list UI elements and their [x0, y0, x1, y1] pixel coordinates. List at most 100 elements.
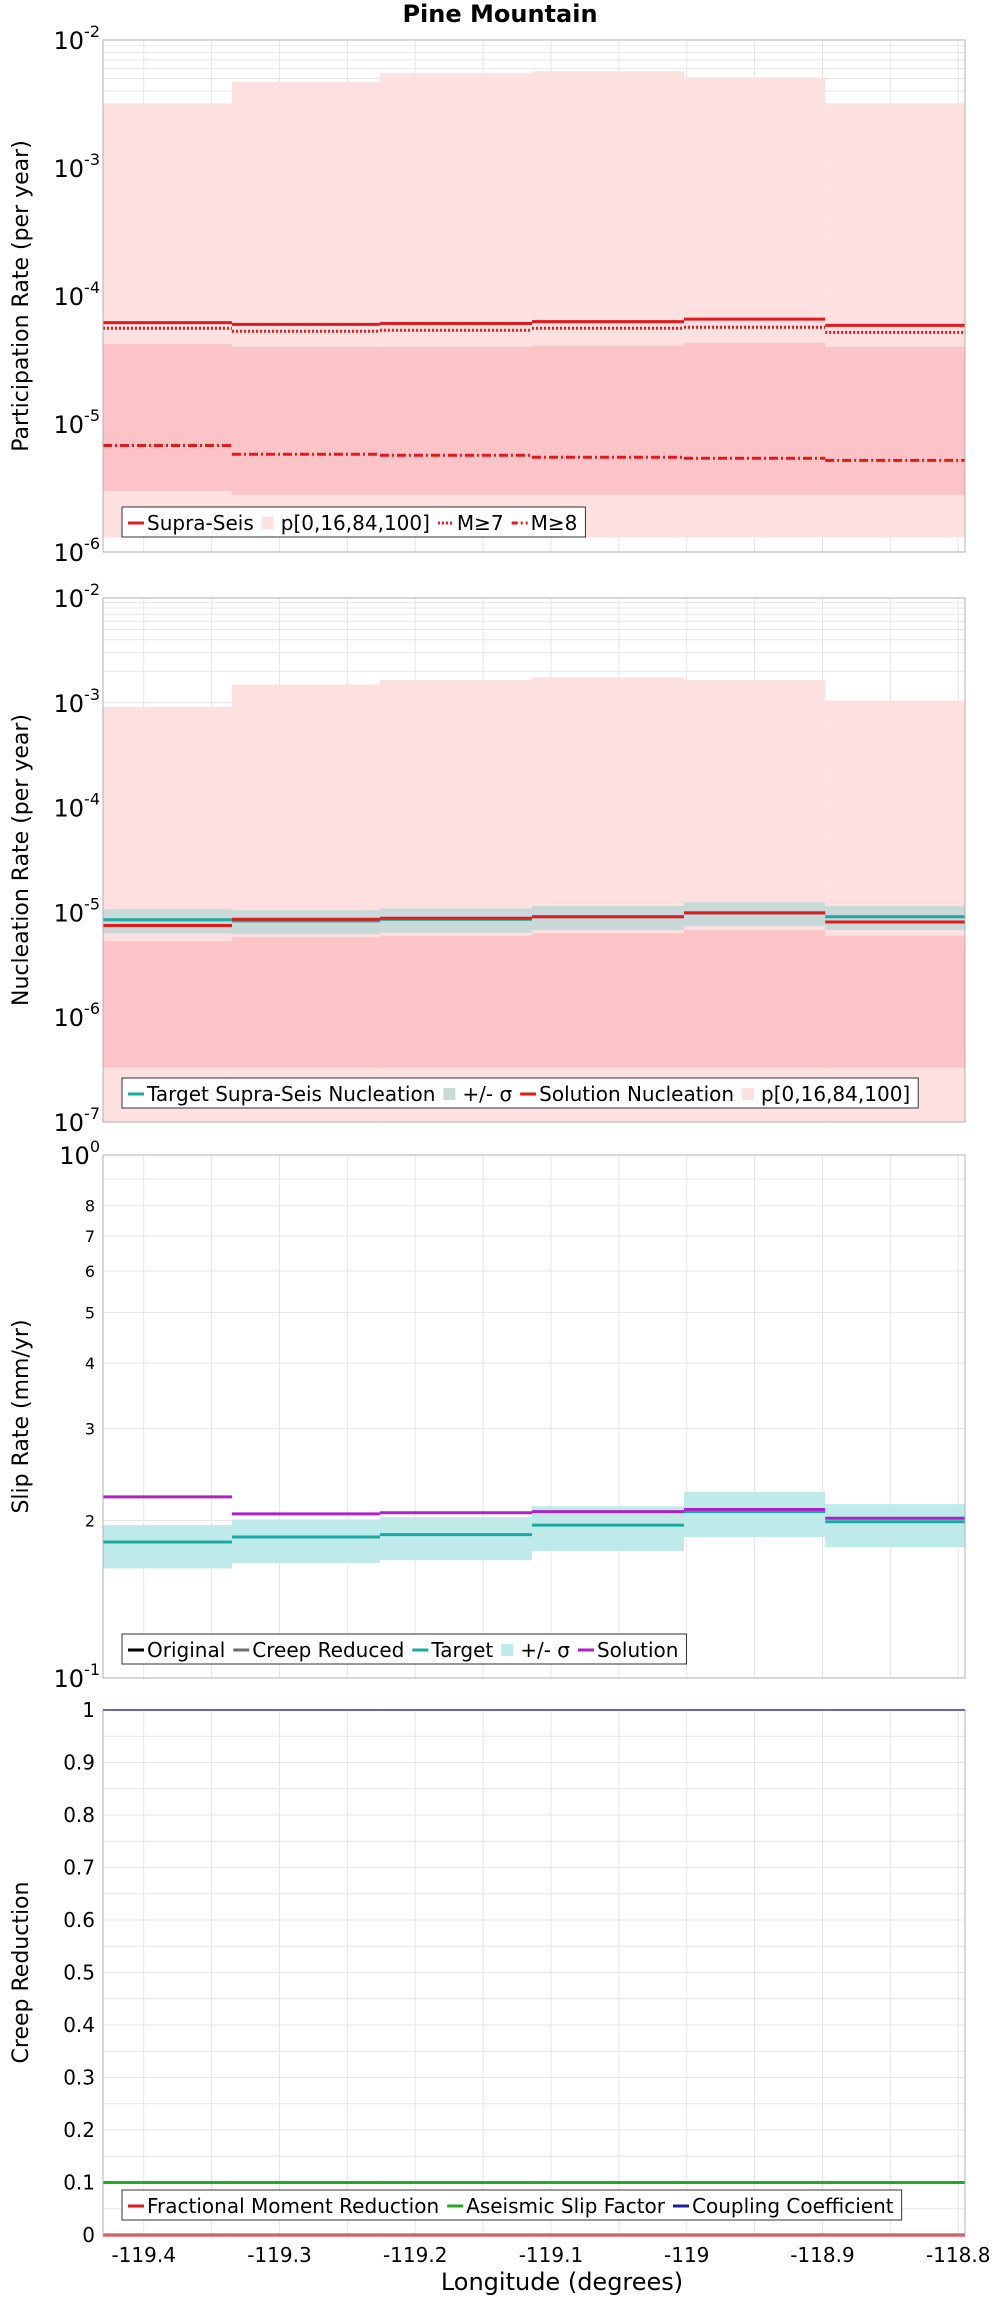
y-tick-label: 0.6 — [63, 1908, 95, 1932]
legend-swatch — [443, 1088, 456, 1100]
legend-label: Aseismic Slip Factor — [466, 2194, 666, 2218]
legend-item: p[0,16,84,100] — [261, 511, 430, 535]
legend-item: +/- σ — [501, 1638, 570, 1662]
grid — [103, 1155, 965, 1679]
y-axis-label: Creep Reduction — [9, 1882, 34, 2064]
percentile-band-inner — [103, 941, 232, 1068]
y-tick-label: 0.2 — [63, 2118, 95, 2142]
y-tick-label: 10-2 — [54, 580, 101, 613]
legend-box — [121, 1077, 919, 1109]
sigma-band — [103, 909, 232, 934]
legend-item: Target — [412, 1638, 493, 1662]
x-tick-label: -118.9 — [790, 2243, 854, 2267]
percentile-band-inner — [531, 345, 685, 495]
legend-label: Solution Nucleation — [539, 1082, 734, 1106]
y-axis-label: Participation Rate (per year) — [9, 140, 34, 452]
legend-item: M≥7 — [437, 511, 504, 535]
legend-item: +/- σ — [443, 1082, 512, 1106]
y-tick-label: 10-6 — [54, 999, 101, 1032]
percentile-band-inner — [684, 929, 826, 1068]
y-minor-tick-label: 3 — [85, 1419, 95, 1438]
legend-label: M≥8 — [531, 511, 578, 535]
grid — [103, 1709, 965, 2236]
y-tick-label: 10-4 — [54, 790, 101, 823]
y-tick-label: 0.5 — [63, 1961, 95, 1985]
legend: Fractional Moment Reduction Aseismic Slip… — [121, 2189, 903, 2221]
x-axis-label: Longitude (degrees) — [441, 2268, 683, 2296]
y-tick-label: 0.1 — [63, 2171, 95, 2195]
legend-swatch — [742, 1088, 755, 1100]
y-tick-label: 1 — [82, 1698, 95, 1722]
legend-box — [121, 1633, 687, 1665]
percentile-band-inner — [825, 346, 965, 495]
plot-frame — [102, 39, 966, 553]
creep-reduction-panel: 0 0.1 0.2 0.3 0.4 0.5 0.6 0.7 0.8 0.9 1 Creep Reduc… — [9, 1698, 990, 2267]
percentile-band-inner — [103, 344, 232, 491]
percentile-band-inner — [825, 935, 965, 1068]
legend: Original Creep Reduced Target +/- σ Solution — [121, 1633, 687, 1665]
percentile-band-inner — [231, 346, 380, 495]
y-minor-tick-label: 6 — [85, 1262, 95, 1281]
y-tick-label: 0.4 — [63, 2013, 95, 2037]
legend-label: Target — [430, 1638, 493, 1662]
legend-label: M≥7 — [457, 511, 504, 535]
legend-label: Target Supra-Seis Nucleation — [146, 1082, 435, 1106]
y-tick-label: 10-4 — [54, 278, 101, 311]
y-minor-tick-label: 8 — [85, 1197, 95, 1216]
participation-rate-panel: 10-6 10-5 10-4 10-3 10-2 Participation Rate (… — [9, 22, 966, 567]
legend-item: Target Supra-Seis Nucleation — [128, 1082, 435, 1106]
legend: Supra-Seis p[0,16,84,100] M≥7 M≥8 — [121, 506, 586, 538]
y-tick-label: 10-3 — [54, 150, 101, 183]
legend-label: Supra-Seis — [147, 511, 254, 535]
y-minor-tick-label: 5 — [85, 1303, 95, 1322]
legend-label: p[0,16,84,100] — [281, 511, 430, 535]
percentile-band-inner — [231, 937, 380, 1068]
y-tick-label: 0.3 — [63, 2066, 95, 2090]
plot-frame — [102, 597, 966, 1123]
x-tick-label: -118.8 — [926, 2243, 990, 2267]
legend: Target Supra-Seis Nucleation +/- σ Solutio… — [121, 1077, 919, 1109]
legend-box — [121, 2189, 903, 2221]
y-axis-label: Slip Rate (mm/yr) — [9, 1319, 34, 1513]
legend-box — [121, 506, 586, 538]
y-tick-label: 0 — [82, 2223, 95, 2247]
y-tick-label: 10-5 — [54, 406, 101, 439]
sigma-band — [231, 1519, 380, 1563]
percentile-band-inner — [531, 933, 685, 1068]
legend-item: Fractional Moment Reduction — [128, 2194, 439, 2218]
y-tick-label: 10-2 — [54, 22, 101, 55]
plot-frame — [102, 1154, 966, 1679]
x-tick-label: -119.1 — [519, 2243, 583, 2267]
sigma-band — [684, 1491, 826, 1538]
y-minor-tick-label: 7 — [85, 1227, 95, 1246]
percentile-band-inner — [684, 342, 826, 495]
y-tick-label: 0.9 — [63, 1751, 95, 1775]
legend-label: p[0,16,84,100] — [761, 1082, 910, 1106]
legend-label: +/- σ — [462, 1082, 512, 1106]
legend-item: Solution — [577, 1638, 678, 1662]
y-minor-tick-label: 4 — [85, 1354, 95, 1373]
y-tick-label: 10-1 — [54, 1660, 101, 1693]
legend-label: Coupling Coefficient — [692, 2194, 894, 2218]
x-tick-label: -119.4 — [111, 2243, 175, 2267]
legend-label: Solution — [597, 1638, 678, 1662]
y-tick-label: 0.8 — [63, 1803, 95, 1827]
sigma-band — [825, 1504, 965, 1548]
y-tick-label: 0.7 — [63, 1856, 95, 1880]
y-tick-label: 100 — [59, 1137, 100, 1170]
legend-item: Solution Nucleation — [520, 1082, 734, 1106]
x-tick-label: -119 — [664, 2243, 709, 2267]
percentile-band-inner — [379, 346, 532, 495]
sigma-band — [103, 1525, 232, 1569]
chart-title: Pine Mountain — [402, 0, 597, 28]
y-tick-label: 10-7 — [54, 1104, 101, 1137]
nucleation-rate-panel: 10-7 10-6 10-5 10-4 10-3 10-2 Nucleation Rate … — [9, 580, 966, 1137]
legend-item: Aseismic Slip Factor — [447, 2194, 666, 2218]
legend-item: Supra-Seis — [128, 511, 254, 535]
legend-item: p[0,16,84,100] — [742, 1082, 910, 1106]
legend-label: +/- σ — [520, 1638, 570, 1662]
sigma-band — [379, 1517, 532, 1561]
sigma-band — [531, 1506, 685, 1551]
y-tick-label: 10-3 — [54, 685, 101, 718]
